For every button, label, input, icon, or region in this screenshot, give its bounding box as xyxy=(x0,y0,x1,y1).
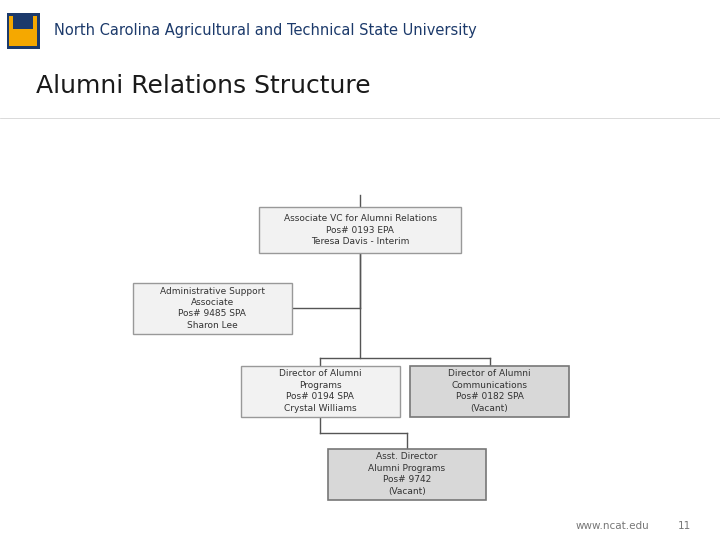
Text: Administrative Support
Associate
Pos# 9485 SPA
Sharon Lee: Administrative Support Associate Pos# 94… xyxy=(160,287,265,330)
FancyBboxPatch shape xyxy=(328,449,486,500)
Bar xyxy=(7,14,40,49)
Text: Asst. Director
Alumni Programs
Pos# 9742
(Vacant): Asst. Director Alumni Programs Pos# 9742… xyxy=(368,453,446,496)
FancyBboxPatch shape xyxy=(133,282,292,334)
Text: 11: 11 xyxy=(678,521,691,531)
Text: www.ncat.edu: www.ncat.edu xyxy=(576,521,649,531)
Bar xyxy=(9,16,37,46)
Text: Associate VC for Alumni Relations
Pos# 0193 EPA
Teresa Davis - Interim: Associate VC for Alumni Relations Pos# 0… xyxy=(284,214,436,246)
Text: Alumni Relations Structure: Alumni Relations Structure xyxy=(36,74,371,98)
FancyBboxPatch shape xyxy=(241,366,400,417)
Text: Director of Alumni
Communications
Pos# 0182 SPA
(Vacant): Director of Alumni Communications Pos# 0… xyxy=(449,369,531,413)
FancyBboxPatch shape xyxy=(410,366,569,417)
Text: North Carolina Agricultural and Technical State University: North Carolina Agricultural and Technica… xyxy=(54,24,477,38)
Text: Director of Alumni
Programs
Pos# 0194 SPA
Crystal Williams: Director of Alumni Programs Pos# 0194 SP… xyxy=(279,369,361,413)
Bar xyxy=(13,14,33,29)
FancyBboxPatch shape xyxy=(259,207,461,253)
